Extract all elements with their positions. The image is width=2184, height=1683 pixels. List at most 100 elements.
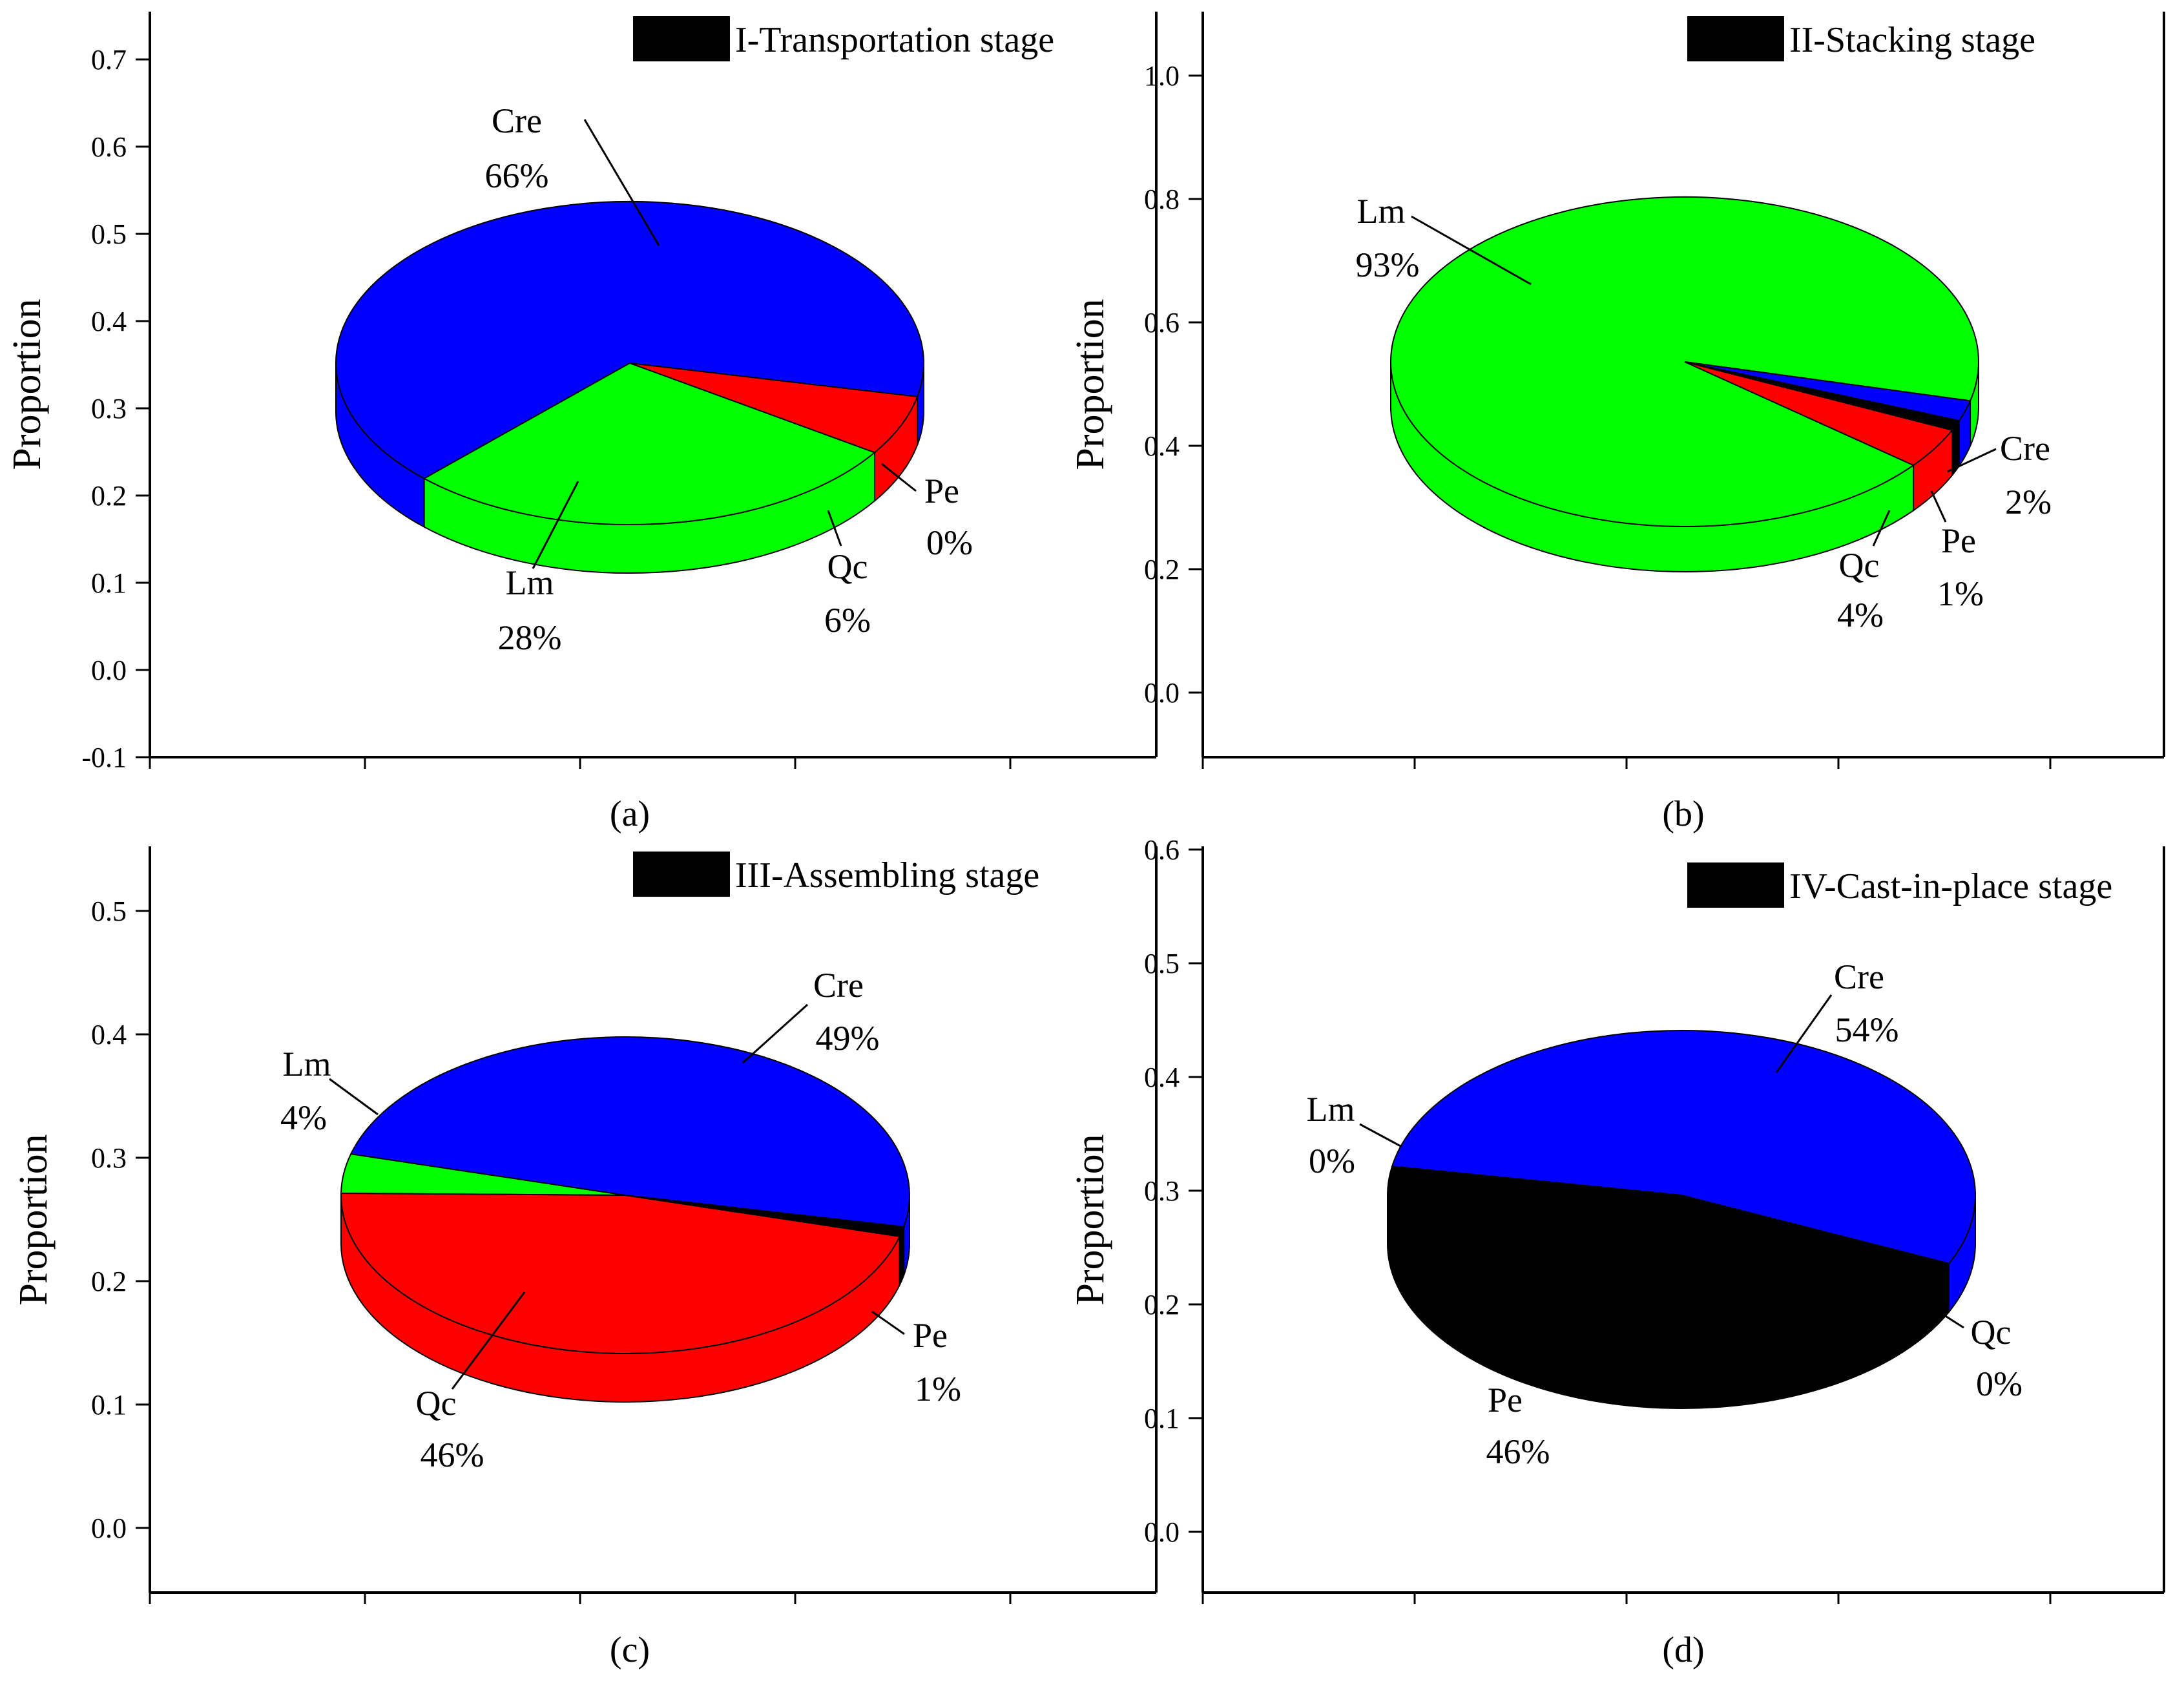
pie-slice-qc [629,362,919,454]
legend: I-Transportation stage [633,16,1054,61]
ytick-c-3: 0.3 [91,1142,150,1174]
slice-name: Qc [827,547,868,586]
slice-name: Qc [1839,546,1880,585]
ytick-label: 0.1 [1144,1403,1180,1434]
slice-pct: 6% [824,601,871,640]
panel-c-yticks: 0.0 0.1 0.2 0.3 0.4 0.5 [91,895,150,1544]
pie-d [1387,1030,1976,1409]
ytick-b-4: 0.8 [1144,183,1203,215]
ytick-a-8: 0.7 [91,44,150,76]
pie-slice-lm [422,362,876,525]
slice-name: Cre [1834,957,1884,996]
ytick-label: 0.3 [91,393,127,424]
leader-line [583,119,660,246]
panel-label: (d) [1662,1630,1704,1670]
y-axis-label: Proportion [5,298,49,470]
panel-b: 0.0 0.2 0.4 0.6 0.8 1.0 Proportion (b) I… [1068,12,2165,834]
label-lm: Lm 93% [1356,192,1532,286]
ytick-label: 0.7 [91,44,127,76]
panel-d-xticks [1201,1593,2052,1604]
label-cre: Cre 66% [485,101,660,246]
slice-labels: Cre 49% Lm 4% Qc 46% Pe 1% [280,966,961,1474]
panel-d-yticks: 0.0 0.1 0.2 0.3 0.4 0.5 0.6 [1144,834,1203,1548]
slice-pct: 1% [915,1370,961,1408]
slice-name: Pe [1941,521,1976,560]
ytick-label: 0.5 [91,895,127,927]
pie-slice-pe [625,1195,905,1237]
slice-pct: 46% [421,1436,484,1474]
ytick-label: 0.2 [1144,554,1180,585]
leader-line [1411,215,1532,286]
ytick-label: 0.2 [1144,1289,1180,1321]
label-qc: Qc 6% [824,510,871,640]
ytick-a-6: 0.5 [91,218,150,250]
leader-line [1930,490,1947,523]
ytick-label: 0.6 [91,131,127,163]
panel-a-frame [149,12,1158,758]
ytick-c-1: 0.1 [91,1389,150,1421]
ytick-label: 0.3 [91,1142,127,1174]
leader-line [881,463,917,492]
label-qc: Qc 0% [1928,1304,2023,1403]
ytick-c-0: 0.0 [91,1512,150,1544]
slice-pct: 49% [816,1019,880,1058]
leader-line [1872,510,1891,547]
ytick-label: 0.5 [1144,948,1180,979]
ytick-label: 0.0 [1144,677,1180,709]
pie-slice-cre [335,201,924,479]
ytick-b-5: 1.0 [1144,60,1203,92]
ytick-label: 0.2 [91,1266,127,1297]
ytick-label: -0.1 [81,742,127,773]
slice-pct: 54% [1835,1010,1899,1049]
ytick-b-2: 0.4 [1144,430,1203,462]
leader-line [329,1078,379,1116]
label-lm: Lm 0% [1307,1090,1402,1180]
ytick-c-2: 0.2 [91,1266,150,1297]
panel-b-yticks: 0.0 0.2 0.4 0.6 0.8 1.0 [1144,60,1203,709]
slice-pct: 46% [1486,1432,1550,1471]
legend-swatch [633,852,730,897]
slice-pct: 66% [485,156,549,195]
slice-name: Cre [492,101,542,140]
legend: III-Assembling stage [633,852,1039,897]
pie-slice-cre [349,1036,911,1228]
label-pe: Pe 0% [881,463,973,562]
panel-label: (a) [610,794,650,834]
ytick-b-0: 0.0 [1144,677,1203,709]
panel-c-xticks [149,1593,1012,1604]
slice-name: Lm [506,563,554,602]
leader-line [532,481,579,569]
slice-labels: Cre 66% Lm 28% Qc 6% Pe 0% [485,101,973,657]
leader-line [742,1003,809,1064]
y-axis-label: Proportion [12,1134,56,1305]
legend-swatch [633,16,730,61]
ytick-label: 0.4 [91,1019,127,1051]
leader-line [1928,1304,1964,1329]
leader-line [827,510,842,547]
slice-labels: Cre 54% Lm 0% Pe 46% Qc 0% [1307,957,2023,1471]
ytick-d-1: 0.1 [1144,1403,1203,1434]
pie-c [340,1036,911,1403]
pie-slice-qc [340,1193,901,1355]
ytick-a-4: 0.3 [91,393,150,424]
ytick-label: 0.6 [1144,307,1180,339]
pie-slice-cre [1391,1030,1976,1264]
panel-c-frame [149,846,1158,1594]
panel-b-xticks [1201,757,2052,769]
panel-d-frame [1201,846,2165,1594]
panel-label: (c) [610,1630,650,1670]
legend-label: II-Stacking stage [1789,20,2035,60]
leader-line [451,1291,526,1390]
ytick-label: 0.2 [91,480,127,512]
slice-pct: 2% [2005,483,2052,521]
y-axis-label: Proportion [1068,298,1112,470]
label-qc: Qc 4% [1837,510,1891,634]
panel-c: 0.0 0.1 0.2 0.3 0.4 0.5 Proportion (c) I… [12,846,1158,1670]
ytick-label: 0.4 [91,306,127,337]
ytick-d-3: 0.3 [1144,1175,1203,1207]
pie-b [1390,196,1979,572]
ytick-d-4: 0.4 [1144,1061,1203,1093]
legend-label: IV-Cast-in-place stage [1789,866,2112,906]
panel-label: (b) [1662,794,1704,834]
